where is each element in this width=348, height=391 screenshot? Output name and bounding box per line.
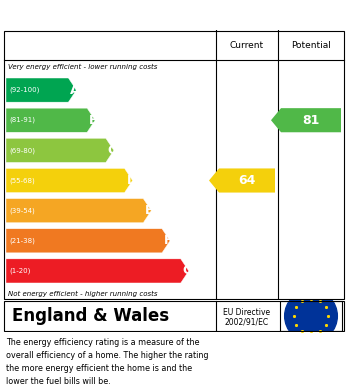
Text: A: A xyxy=(70,84,80,97)
Text: E: E xyxy=(145,204,154,217)
Polygon shape xyxy=(6,138,114,162)
Text: (21-38): (21-38) xyxy=(9,238,35,244)
Text: (69-80): (69-80) xyxy=(9,147,35,154)
Text: England & Wales: England & Wales xyxy=(12,307,169,325)
Bar xyxy=(280,301,342,331)
Text: Not energy efficient - higher running costs: Not energy efficient - higher running co… xyxy=(8,291,158,297)
Text: 2002/91/EC: 2002/91/EC xyxy=(225,317,269,326)
Text: (92-100): (92-100) xyxy=(9,87,39,93)
Text: EU Directive: EU Directive xyxy=(223,308,270,317)
Polygon shape xyxy=(6,108,95,132)
Text: Energy Efficiency Rating: Energy Efficiency Rating xyxy=(9,7,230,23)
Polygon shape xyxy=(6,199,151,223)
Text: C: C xyxy=(108,144,117,157)
Text: Very energy efficient - lower running costs: Very energy efficient - lower running co… xyxy=(8,64,157,70)
Polygon shape xyxy=(6,169,133,192)
Text: 64: 64 xyxy=(238,174,256,187)
Text: D: D xyxy=(127,174,137,187)
Text: (81-91): (81-91) xyxy=(9,117,35,124)
Text: G: G xyxy=(183,264,193,278)
Text: B: B xyxy=(89,114,98,127)
Text: (39-54): (39-54) xyxy=(9,207,35,214)
Text: (1-20): (1-20) xyxy=(9,268,30,274)
Text: 81: 81 xyxy=(302,114,320,127)
Circle shape xyxy=(285,290,337,343)
Text: F: F xyxy=(164,234,173,247)
Polygon shape xyxy=(209,169,275,192)
Polygon shape xyxy=(6,229,170,253)
Text: Potential: Potential xyxy=(291,41,331,50)
Polygon shape xyxy=(6,259,189,283)
Text: Current: Current xyxy=(230,41,264,50)
Text: (55-68): (55-68) xyxy=(9,177,35,184)
Text: The energy efficiency rating is a measure of the
overall efficiency of a home. T: The energy efficiency rating is a measur… xyxy=(6,338,208,386)
Polygon shape xyxy=(6,78,77,102)
Polygon shape xyxy=(271,108,341,132)
